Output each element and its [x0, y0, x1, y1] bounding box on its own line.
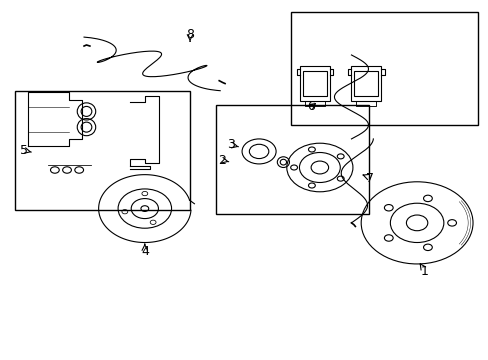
Text: 6: 6 — [306, 100, 314, 113]
Bar — [353, 71, 377, 96]
Text: 4: 4 — [141, 245, 148, 258]
Text: 2: 2 — [218, 154, 225, 167]
Bar — [15, 91, 190, 210]
Bar — [351, 66, 380, 102]
Bar — [290, 12, 477, 125]
Bar — [302, 71, 326, 96]
Text: 5: 5 — [20, 144, 28, 157]
Text: 3: 3 — [227, 139, 235, 152]
Bar — [300, 66, 329, 102]
Text: 7: 7 — [365, 172, 373, 185]
Text: 8: 8 — [185, 28, 194, 41]
Text: 1: 1 — [420, 265, 427, 278]
Bar — [216, 105, 369, 214]
